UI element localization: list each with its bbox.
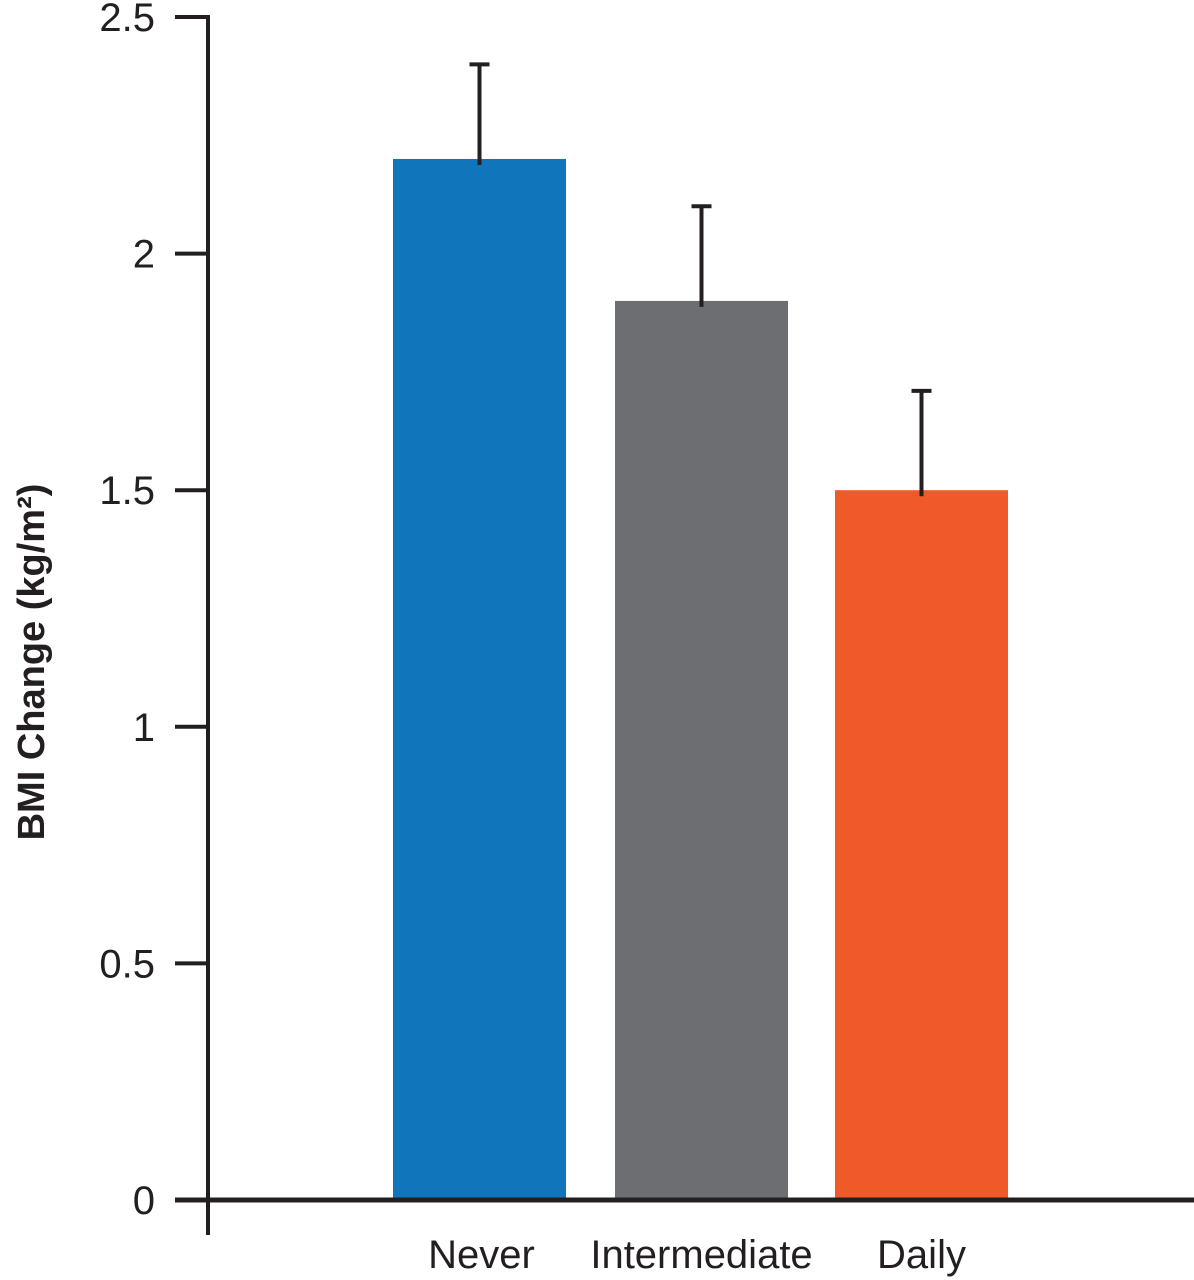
y-axis-label: BMI Change (kg/m²)	[11, 484, 53, 841]
bar-intermediate	[615, 300, 788, 1200]
y-tick-label: 2	[133, 233, 155, 277]
x-category-label: Daily	[877, 1233, 966, 1277]
bar-daily	[835, 490, 1008, 1200]
x-category-label: Intermediate	[590, 1233, 812, 1277]
y-tick-label: 1	[133, 706, 155, 750]
y-tick-label: 2.5	[99, 0, 155, 40]
y-tick-label: 0	[133, 1179, 155, 1223]
y-tick-label: 0.5	[99, 942, 155, 986]
x-category-label: Never	[428, 1233, 535, 1277]
bar-never	[393, 158, 566, 1201]
y-tick-label: 1.5	[99, 469, 155, 513]
